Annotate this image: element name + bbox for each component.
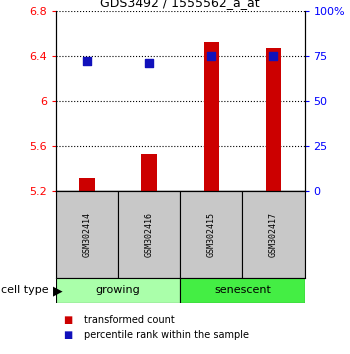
Text: transformed count: transformed count: [84, 315, 175, 325]
Text: GSM302416: GSM302416: [145, 212, 154, 257]
Bar: [141, 154, 157, 191]
Text: GSM302415: GSM302415: [207, 212, 216, 257]
Bar: [118, 191, 180, 278]
Bar: [204, 42, 219, 191]
Bar: [180, 191, 242, 278]
Text: GSM302414: GSM302414: [83, 212, 92, 257]
Bar: [56, 191, 118, 278]
Point: [146, 60, 152, 66]
Bar: [242, 191, 304, 278]
Title: GDS3492 / 1555562_a_at: GDS3492 / 1555562_a_at: [100, 0, 260, 10]
Text: ■: ■: [63, 330, 72, 339]
Text: growing: growing: [96, 285, 140, 295]
Point: [271, 53, 276, 58]
Text: senescent: senescent: [214, 285, 271, 295]
Bar: [266, 48, 281, 191]
Text: cell type: cell type: [1, 285, 49, 295]
Text: GSM302417: GSM302417: [269, 212, 278, 257]
Bar: [56, 278, 180, 303]
Bar: [180, 278, 304, 303]
Text: ■: ■: [63, 315, 72, 325]
Bar: [79, 178, 95, 191]
Text: ▶: ▶: [52, 285, 62, 298]
Point: [84, 58, 90, 64]
Point: [209, 53, 214, 58]
Text: percentile rank within the sample: percentile rank within the sample: [84, 330, 249, 339]
